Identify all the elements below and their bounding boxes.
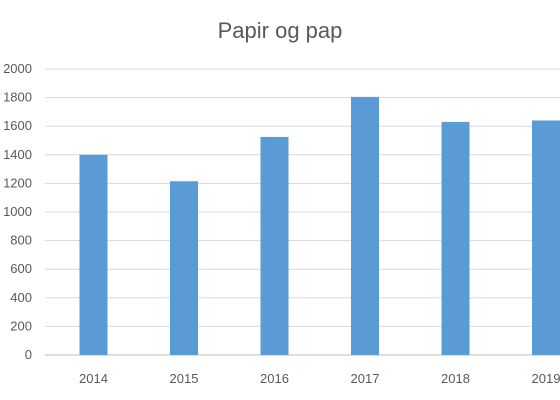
bar-2019: [532, 120, 560, 355]
y-tick-label: 1200: [3, 175, 32, 190]
x-tick-label: 2015: [170, 371, 199, 386]
y-tick-label: 600: [10, 261, 32, 276]
y-tick-label: 1800: [3, 90, 32, 105]
y-tick-label: 200: [10, 318, 32, 333]
x-tick-label: 2019: [532, 371, 560, 386]
bar-2017: [351, 96, 379, 355]
bar-2014: [79, 154, 108, 355]
gridlines: [45, 68, 560, 356]
chart-title: Papir og pap: [218, 18, 343, 43]
y-tick-label: 400: [10, 290, 32, 305]
y-tick-label: 1400: [3, 147, 32, 162]
x-tick-label: 2017: [351, 371, 380, 386]
y-tick-label: 1000: [3, 204, 32, 219]
x-tick-label: 2016: [260, 371, 289, 386]
y-tick-label: 0: [25, 347, 32, 362]
x-axis-ticks: 2014 2015 2016 2017 2018 2019: [79, 371, 560, 386]
bar-2015: [170, 181, 198, 355]
bar-2018: [441, 121, 470, 355]
y-tick-label: 800: [10, 233, 32, 248]
y-tick-label: 2000: [3, 61, 32, 76]
bars: [79, 96, 560, 355]
bar-2016: [260, 136, 289, 355]
y-tick-label: 1600: [3, 118, 32, 133]
x-tick-label: 2014: [79, 371, 108, 386]
x-tick-label: 2018: [441, 371, 470, 386]
y-axis-ticks: 0 200 400 600 800 1000 1200 1400 1600 1800 2000: [3, 61, 32, 362]
